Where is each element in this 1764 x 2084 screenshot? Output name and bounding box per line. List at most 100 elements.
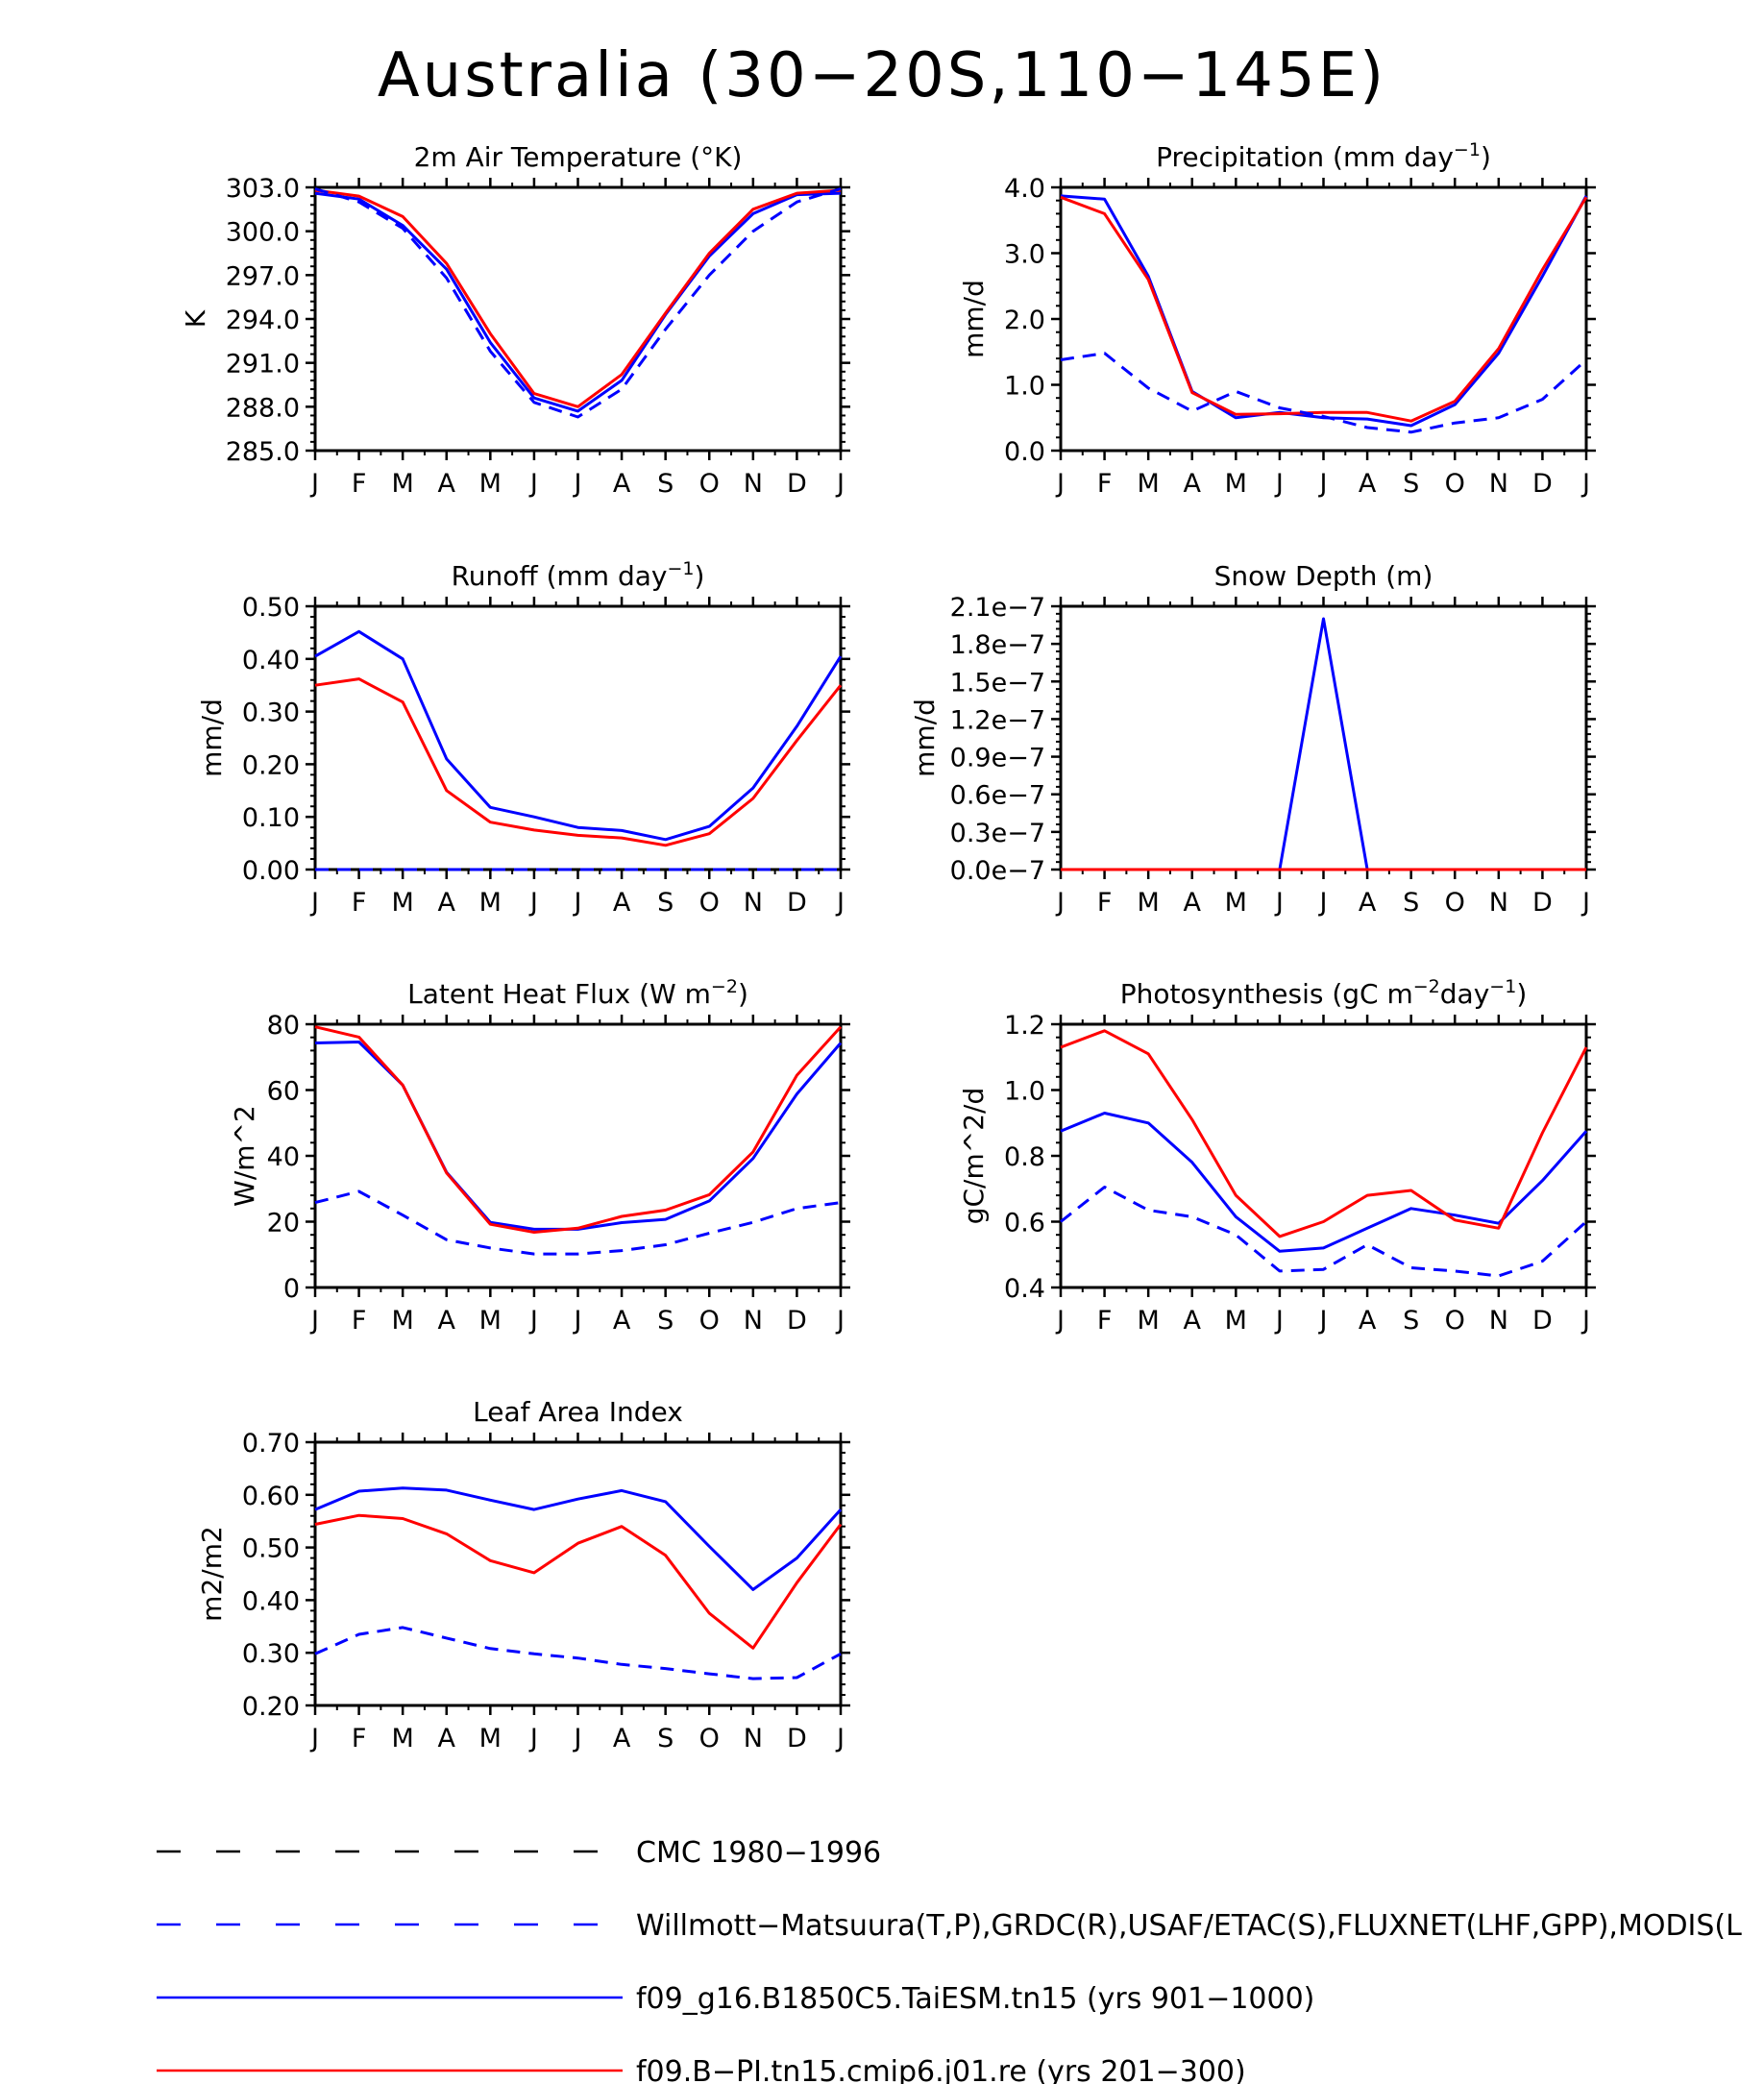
- x-tick-label: A: [613, 888, 631, 918]
- x-tick-label: J: [528, 1724, 538, 1753]
- y-tick-label: 0.50: [242, 593, 300, 623]
- x-tick-label: J: [1274, 469, 1284, 499]
- y-tick-label: 303.0: [226, 174, 300, 204]
- y-tick-label: 0.6e−7: [950, 781, 1045, 811]
- x-tick-label: A: [438, 888, 456, 918]
- series-line: [1060, 352, 1588, 434]
- y-tick-label: 80: [267, 1011, 300, 1041]
- y-tick-label: 297.0: [226, 261, 300, 291]
- x-tick-label: J: [1580, 469, 1590, 499]
- x-tick-label: J: [528, 888, 538, 918]
- x-tick-label: J: [309, 469, 319, 499]
- x-tick-label: O: [699, 469, 720, 499]
- y-tick-label: 0.70: [242, 1429, 300, 1459]
- x-tick-label: J: [1274, 888, 1284, 918]
- x-tick-label: A: [1184, 1306, 1202, 1336]
- y-tick-label: 1.0: [1004, 372, 1045, 402]
- x-tick-label: F: [1097, 1306, 1113, 1336]
- x-tick-label: A: [1359, 469, 1377, 499]
- x-tick-label: J: [835, 888, 845, 918]
- panel-title: Precipitation (mm day−1): [1156, 139, 1491, 173]
- x-tick-label: J: [573, 1724, 582, 1753]
- series-line: [314, 1189, 842, 1256]
- x-tick-label: M: [1225, 888, 1247, 918]
- y-tick-label: 0.9e−7: [950, 744, 1045, 773]
- x-tick-label: F: [1097, 888, 1113, 918]
- panel-title: 2m Air Temperature (°K): [414, 141, 743, 173]
- x-tick-label: F: [352, 1724, 367, 1753]
- x-tick-label: M: [1138, 469, 1160, 499]
- y-tick-label: 3.0: [1004, 240, 1045, 270]
- x-tick-label: D: [1532, 469, 1553, 499]
- x-tick-label: D: [1532, 888, 1553, 918]
- x-tick-label: M: [479, 888, 502, 918]
- series-line: [314, 187, 842, 419]
- y-tick-label: 0: [283, 1274, 300, 1304]
- y-tick-label: 1.0: [1004, 1077, 1045, 1107]
- x-tick-label: S: [1403, 469, 1419, 499]
- series-line: [1060, 195, 1588, 423]
- plot-frame: [313, 604, 843, 871]
- x-tick-label: O: [1445, 469, 1465, 499]
- series-line: [1060, 194, 1588, 428]
- y-tick-label: 20: [267, 1209, 300, 1238]
- y-tick-label: 0.40: [242, 646, 300, 675]
- x-tick-label: A: [1359, 888, 1377, 918]
- x-tick-label: A: [1359, 1306, 1377, 1336]
- chart-panel: J F M A M J J A S O N D J0.200.300.400.500.600.70m2/…: [196, 1396, 850, 1753]
- x-tick-label: J: [1055, 888, 1065, 918]
- series-line: [314, 188, 842, 408]
- x-tick-label: J: [835, 1724, 845, 1753]
- x-tick-label: A: [613, 1306, 631, 1336]
- x-tick-label: J: [573, 888, 582, 918]
- x-tick-label: O: [699, 1724, 720, 1753]
- y-tick-label: 0.30: [242, 1639, 300, 1669]
- y-tick-label: 2.1e−7: [950, 593, 1045, 623]
- x-tick-label: J: [1274, 1306, 1284, 1336]
- y-tick-label: 300.0: [226, 218, 300, 248]
- y-tick-label: 1.2e−7: [950, 705, 1045, 735]
- series-line: [1060, 1186, 1588, 1278]
- legend-label: CMC 1980−1996: [636, 1836, 881, 1870]
- x-tick-label: J: [1055, 1306, 1065, 1336]
- y-tick-label: 0.40: [242, 1586, 300, 1616]
- y-tick-label: 40: [267, 1142, 300, 1172]
- y-tick-label: 294.0: [226, 306, 300, 335]
- x-tick-label: F: [352, 888, 367, 918]
- x-tick-label: J: [528, 469, 538, 499]
- chart-panel: J F M A M J J A S O N D J0.000.100.200.300.400.50mm/…: [196, 558, 850, 918]
- x-tick-label: S: [1403, 1306, 1419, 1336]
- x-tick-label: M: [1225, 469, 1247, 499]
- y-tick-label: 0.8: [1004, 1142, 1045, 1172]
- x-tick-label: F: [1097, 469, 1113, 499]
- y-axis-label: mm/d: [909, 699, 941, 777]
- x-tick-label: A: [1184, 469, 1202, 499]
- x-tick-label: O: [699, 1306, 720, 1336]
- y-axis-label: W/m^2: [229, 1105, 260, 1207]
- x-tick-label: A: [438, 1306, 456, 1336]
- y-tick-label: 1.8e−7: [950, 630, 1045, 660]
- x-tick-label: A: [1184, 888, 1202, 918]
- series-line: [314, 1626, 842, 1680]
- x-tick-label: J: [528, 1306, 538, 1336]
- x-tick-label: J: [1580, 1306, 1590, 1336]
- chart-panel: J F M A M J J A S O N D J0.0e−70.3e−70.6e−70.9e−71.2…: [909, 560, 1596, 918]
- x-tick-label: N: [1489, 469, 1508, 499]
- x-tick-label: D: [787, 1724, 807, 1753]
- x-tick-label: F: [352, 469, 367, 499]
- x-tick-label: D: [787, 1306, 807, 1336]
- x-tick-label: S: [657, 888, 674, 918]
- series-line: [314, 677, 843, 847]
- y-tick-label: 285.0: [226, 437, 300, 467]
- x-tick-label: J: [573, 1306, 582, 1336]
- series-line: [314, 629, 843, 842]
- x-tick-label: N: [744, 888, 763, 918]
- y-tick-label: 291.0: [226, 350, 300, 380]
- x-tick-label: S: [657, 1306, 674, 1336]
- y-axis-label: m2/m2: [196, 1526, 228, 1622]
- x-tick-label: M: [392, 888, 414, 918]
- x-tick-label: J: [573, 469, 582, 499]
- x-tick-label: J: [1318, 888, 1328, 918]
- x-tick-label: J: [309, 1724, 319, 1753]
